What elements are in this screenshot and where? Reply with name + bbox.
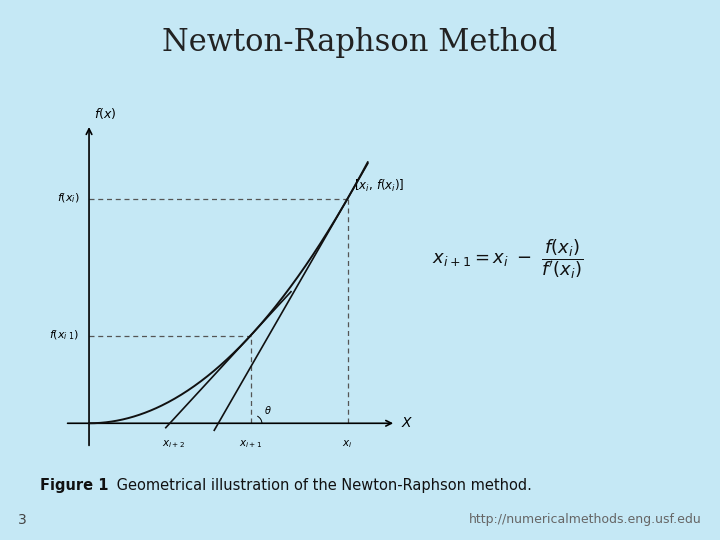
Text: 3: 3 xyxy=(18,512,27,526)
Text: $f(x_i)$: $f(x_i)$ xyxy=(57,192,79,206)
Text: $x_{i+1}$: $x_{i+1}$ xyxy=(239,438,262,450)
Text: $f(x)$: $f(x)$ xyxy=(94,106,117,121)
Text: $x_i$: $x_i$ xyxy=(342,438,353,450)
Text: Figure 1: Figure 1 xyxy=(40,478,108,493)
Text: Newton-Raphson Method: Newton-Raphson Method xyxy=(163,27,557,58)
Text: $X$: $X$ xyxy=(401,416,413,430)
Text: $x_{i+1} = x_i\ -\ \dfrac{f(x_i)}{f^{\prime}(x_i)}$: $x_{i+1} = x_i\ -\ \dfrac{f(x_i)}{f^{\pr… xyxy=(432,238,583,281)
Text: $x_{i+2}$: $x_{i+2}$ xyxy=(162,438,186,450)
Text: $f(x_{i\ 1})$: $f(x_{i\ 1})$ xyxy=(49,329,79,342)
Text: Geometrical illustration of the Newton-Raphson method.: Geometrical illustration of the Newton-R… xyxy=(112,478,531,493)
Text: http://numericalmethods.eng.usf.edu: http://numericalmethods.eng.usf.edu xyxy=(469,514,702,526)
Text: $[x_i,\,f(x_i)]$: $[x_i,\,f(x_i)]$ xyxy=(354,178,405,194)
Text: $\theta$: $\theta$ xyxy=(264,404,272,416)
